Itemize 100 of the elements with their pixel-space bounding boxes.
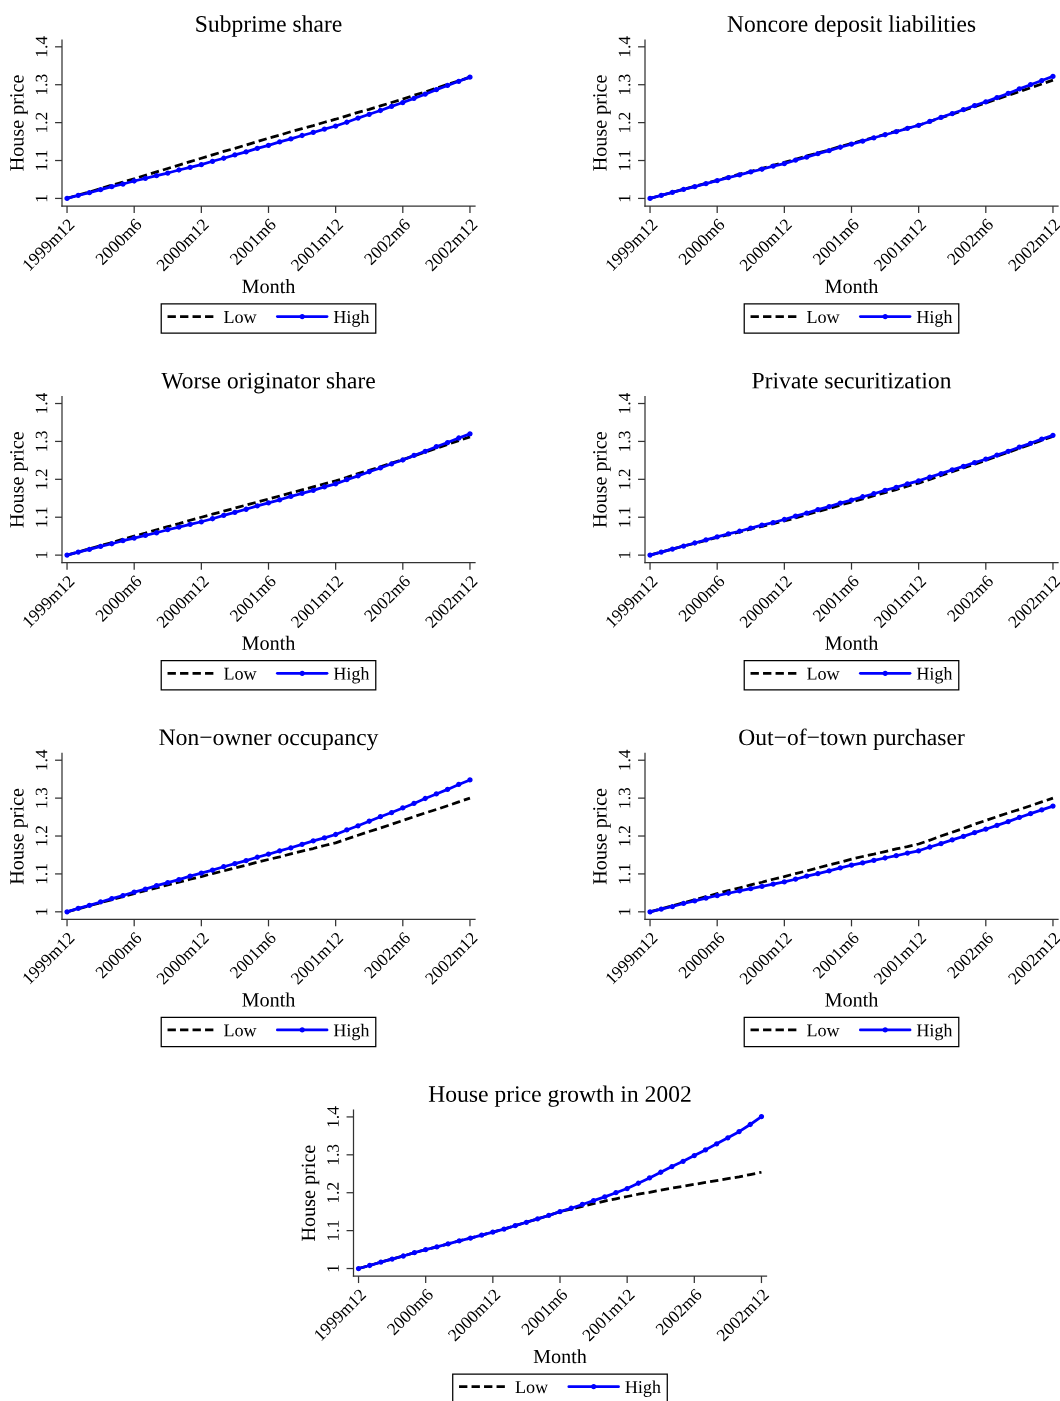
point [456,435,462,441]
point [804,873,810,879]
y-axis-title: House price [593,75,611,171]
point [142,532,149,539]
chart-title: Worse originator share [161,371,375,394]
point [467,74,473,80]
legend-label: High [333,667,370,684]
point [971,102,978,109]
chart-title: Subprime share [196,15,342,37]
point [388,809,395,816]
point [983,99,989,105]
point [971,460,978,466]
point [277,848,283,854]
point [355,823,361,829]
point [299,132,305,139]
point [692,540,698,546]
chart-title: Noncore deposit liabilities [727,15,976,37]
point [669,189,676,195]
point [444,786,451,793]
y-tick-label: 1.3 [618,74,631,95]
point [153,530,160,536]
point [86,546,93,553]
legend-label: Low [224,311,257,324]
point [254,503,260,509]
point [299,841,305,847]
point [97,187,104,193]
point [983,456,989,462]
point [647,909,653,915]
point [389,1256,395,1262]
point [433,87,440,93]
point [804,510,810,516]
x-axis-title: Month [825,992,879,1007]
point [344,119,350,125]
point [86,190,93,196]
y-tick-label: 1 [618,908,631,915]
point [1027,82,1034,88]
point [893,853,899,859]
point [546,1212,552,1219]
point [534,1216,541,1222]
y-tick-label: 1.4 [618,749,631,770]
point [736,1129,742,1135]
y-tick-label: 1 [35,551,48,558]
point [456,781,462,788]
point [781,160,787,167]
y-axis-title: House price [10,75,28,171]
y-tick-label: 1.4 [35,749,48,770]
point [882,855,888,861]
point [221,155,227,161]
point [109,895,115,902]
point [590,1198,597,1204]
point [893,129,899,135]
point [198,162,204,168]
y-axis-title: House price [593,788,611,885]
point [725,531,732,537]
point [355,473,361,479]
point [680,1158,686,1164]
point [153,883,160,889]
point [176,876,182,883]
point [826,503,832,510]
chart-title: Non−owner occupancy [159,729,379,751]
point [1027,440,1034,446]
point [759,883,765,890]
point [860,494,866,500]
point [725,1135,731,1141]
point [994,822,1000,829]
point [467,431,473,437]
point [680,543,687,549]
point [680,900,687,907]
point [736,888,743,894]
point [75,905,81,912]
point [120,538,126,544]
point [288,845,294,851]
point [669,903,676,910]
y-tick-label: 1.1 [327,1220,339,1240]
x-axis-title: Month [242,279,296,294]
point [109,184,115,190]
point [725,890,732,896]
point [758,1113,765,1120]
point [153,173,160,179]
legend-label: High [916,310,953,327]
point [691,1152,697,1159]
y-tick-label: 1.4 [618,36,631,57]
point [692,898,698,904]
point [871,857,877,863]
point [75,549,81,555]
point [860,860,866,866]
point [994,94,1000,101]
point [422,795,428,802]
point [949,837,955,843]
legend-label: High [916,667,953,684]
point [434,1244,440,1250]
y-axis-title: House price [10,788,28,885]
point [400,1253,406,1259]
point [815,151,821,157]
point [277,497,283,503]
point [277,139,283,145]
chart-title: Out−of−town purchaser [739,728,965,751]
point [770,881,776,887]
point [400,99,406,106]
y-tick-label: 1.1 [35,507,48,527]
